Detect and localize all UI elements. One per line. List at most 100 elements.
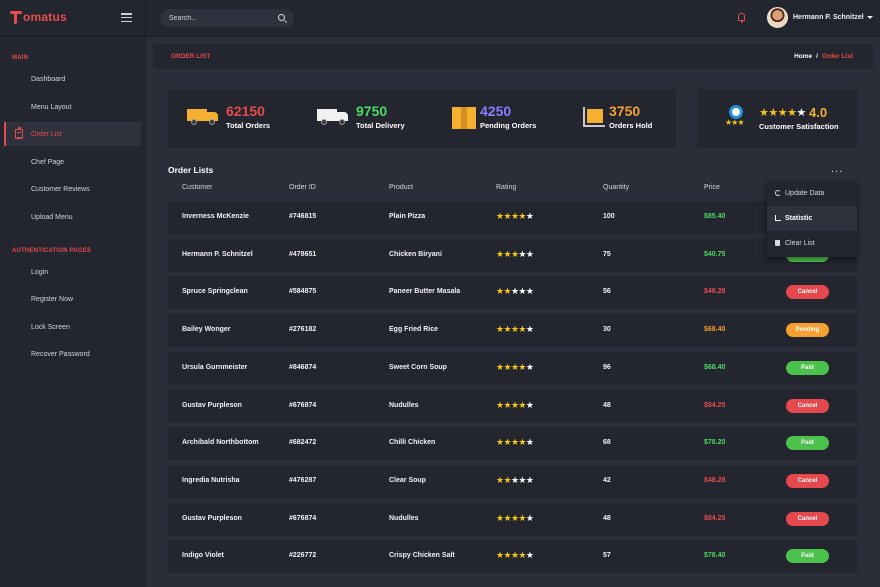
status-badge[interactable]: Pending	[786, 323, 829, 338]
status-badge[interactable]: Cancel	[786, 511, 829, 526]
satisfaction-label: Customer Satisfaction	[759, 122, 839, 131]
sidebar-item-register-now[interactable]: Register Now	[31, 295, 74, 303]
chart-icon	[775, 215, 781, 221]
sidebar-item-menu-layout[interactable]: Menu Layout	[31, 103, 72, 111]
price: $84.25	[704, 514, 726, 522]
price: $85.40	[704, 213, 726, 220]
menu-toggle-icon[interactable]	[121, 13, 132, 23]
star-icon: ★	[503, 437, 511, 448]
sidebar-item-recover-password[interactable]: Recover Password	[31, 350, 90, 358]
divider	[145, 0, 146, 37]
search-input[interactable]	[160, 9, 270, 27]
user-menu[interactable]: Hermann P. Schnitzel	[767, 7, 873, 28]
star-icon: ★	[518, 211, 526, 221]
status-badge[interactable]: Paid	[786, 549, 829, 564]
sidebar-item-dashboard[interactable]: Dashboard	[31, 75, 66, 83]
customer-name: Ursula Gurnmeister	[182, 363, 248, 371]
table-row[interactable]: Gustav Purpleson #676874 Nudulles ★★★★★ 48 $8…	[168, 502, 857, 536]
chevron-down-icon[interactable]	[866, 16, 873, 19]
product-name: Chilli Chicken	[389, 439, 436, 447]
table-row[interactable]: Bailey Wonger #276182 Egg Fried Rice ★★★★★ 3…	[168, 314, 857, 348]
star-icon: ★	[525, 437, 534, 448]
sidebar-section-auth: AUTHENTICATION PAGES	[12, 248, 92, 254]
sidebar-item-upload-menu[interactable]: Upload Menu	[31, 213, 73, 221]
status-badge[interactable]: Cancel	[786, 285, 829, 300]
sidebar-item-chef-page[interactable]: Chef Page	[31, 158, 65, 166]
table-row[interactable]: Ingredia Nutrisha #476287 Clear Soup ★★★★★ 4…	[168, 464, 857, 498]
star-icon: ★	[525, 399, 534, 410]
table-row[interactable]: Gustav Purpleson #676874 Nudulles ★★★★★ 48 $8…	[168, 389, 857, 423]
menu-item-statistic[interactable]: Statistic	[767, 206, 857, 231]
stat-pending-orders: 4250 Pending Orders	[452, 103, 536, 135]
star-icon: ★	[496, 286, 504, 297]
sidebar-item-customer-reviews[interactable]: Customer Reviews	[31, 185, 90, 193]
menu-item-clear-list[interactable]: Clear List	[767, 231, 857, 256]
breadcrumb-separator: /	[816, 53, 818, 60]
table-row[interactable]: Hermann P. Schnitzel #478651 Chicken Birya…	[168, 238, 857, 272]
customer-name: Ingredia Nutrisha	[182, 476, 240, 484]
status-badge[interactable]: Paid	[786, 436, 829, 451]
price: $78.40	[704, 552, 726, 560]
star-icon: ★	[518, 512, 526, 523]
table-row[interactable]: Inverness McKenzie #746815 Plain Pizza ★★★★…	[168, 201, 857, 234]
truck-icon	[187, 107, 221, 127]
column-header-customer[interactable]: Customer	[182, 184, 213, 191]
rating-stars: ★★★★★	[496, 512, 534, 524]
stat-total-delivery: 9750 Total Delivery	[317, 103, 405, 135]
table-row[interactable]: Ursula Gurnmeister #846874 Sweet Corn Soup…	[168, 351, 857, 385]
star-icon: ★	[496, 474, 504, 485]
rating-stars: ★★★★★	[496, 550, 534, 561]
star-icon: ★	[496, 248, 504, 259]
star-icon: ★	[525, 286, 534, 297]
column-header-order-id[interactable]: Order ID	[289, 184, 316, 191]
bell-icon[interactable]	[738, 13, 745, 23]
star-icon: ★	[796, 107, 807, 119]
sidebar: MAIN Dashboard Menu Layout Order List Ch…	[0, 37, 146, 587]
star-icon: ★	[496, 512, 504, 523]
star-icon: ★	[525, 248, 534, 259]
breadcrumb-home-link[interactable]: Home	[794, 53, 813, 60]
star-icon: ★	[496, 361, 504, 372]
customer-name: Archibald Northbottom	[182, 439, 259, 447]
status-badge[interactable]: Cancel	[786, 398, 829, 413]
status-badge[interactable]: Cancel	[786, 473, 829, 488]
star-icon: ★	[503, 286, 511, 297]
order-id: #676874	[289, 514, 317, 522]
breadcrumb-current: Order List	[821, 53, 853, 60]
trolley-icon	[581, 107, 605, 129]
column-header-quantity[interactable]: Quantity	[603, 184, 630, 191]
trash-icon	[775, 240, 780, 246]
star-icon: ★	[777, 107, 788, 119]
sidebar-item-order-list[interactable]: Order List	[4, 122, 141, 146]
customer-name: Indigo Violet	[182, 552, 224, 560]
logo[interactable]: omatus	[10, 9, 67, 25]
column-header-product[interactable]: Product	[389, 184, 414, 191]
stat-label: Total Delivery	[356, 121, 405, 130]
table-row[interactable]: Indigo Violet #226772 Crispy Chicken Salt ★…	[168, 540, 857, 574]
rating-stars: ★★★★★	[496, 474, 534, 486]
product-name: Clear Soup	[389, 476, 426, 484]
star-icon: ★	[510, 211, 519, 221]
avatar[interactable]	[767, 7, 788, 28]
table-row[interactable]: Spruce Springclean #584875 Paneer Butter M…	[168, 276, 857, 310]
star-icon: ★	[768, 107, 778, 119]
search-box	[160, 9, 294, 27]
star-icon: ★	[518, 286, 526, 297]
user-name[interactable]: Hermann P. Schnitzel	[793, 14, 864, 21]
menu-item-label: Clear List	[785, 240, 815, 247]
star-icon: ★	[503, 324, 511, 335]
star-icon: ★	[510, 324, 519, 335]
search-icon[interactable]	[278, 14, 285, 21]
more-options-icon[interactable]: ...	[831, 163, 844, 175]
product-name: Paneer Butter Masala	[389, 288, 461, 296]
menu-item-update-data[interactable]: Update Data	[767, 181, 857, 206]
sidebar-item-login[interactable]: Login	[31, 268, 49, 276]
table-row[interactable]: Archibald Northbottom #682472 Chilli Chick…	[168, 427, 857, 461]
column-header-price[interactable]: Price	[704, 184, 720, 191]
sidebar-item-lock-screen[interactable]: Lock Screen	[31, 323, 70, 331]
stat-label: Orders Hold	[609, 121, 653, 130]
status-badge[interactable]: Paid	[786, 360, 829, 375]
quantity: 42	[603, 476, 611, 484]
column-header-rating[interactable]: Rating	[496, 184, 517, 191]
price: $78.20	[704, 439, 726, 447]
